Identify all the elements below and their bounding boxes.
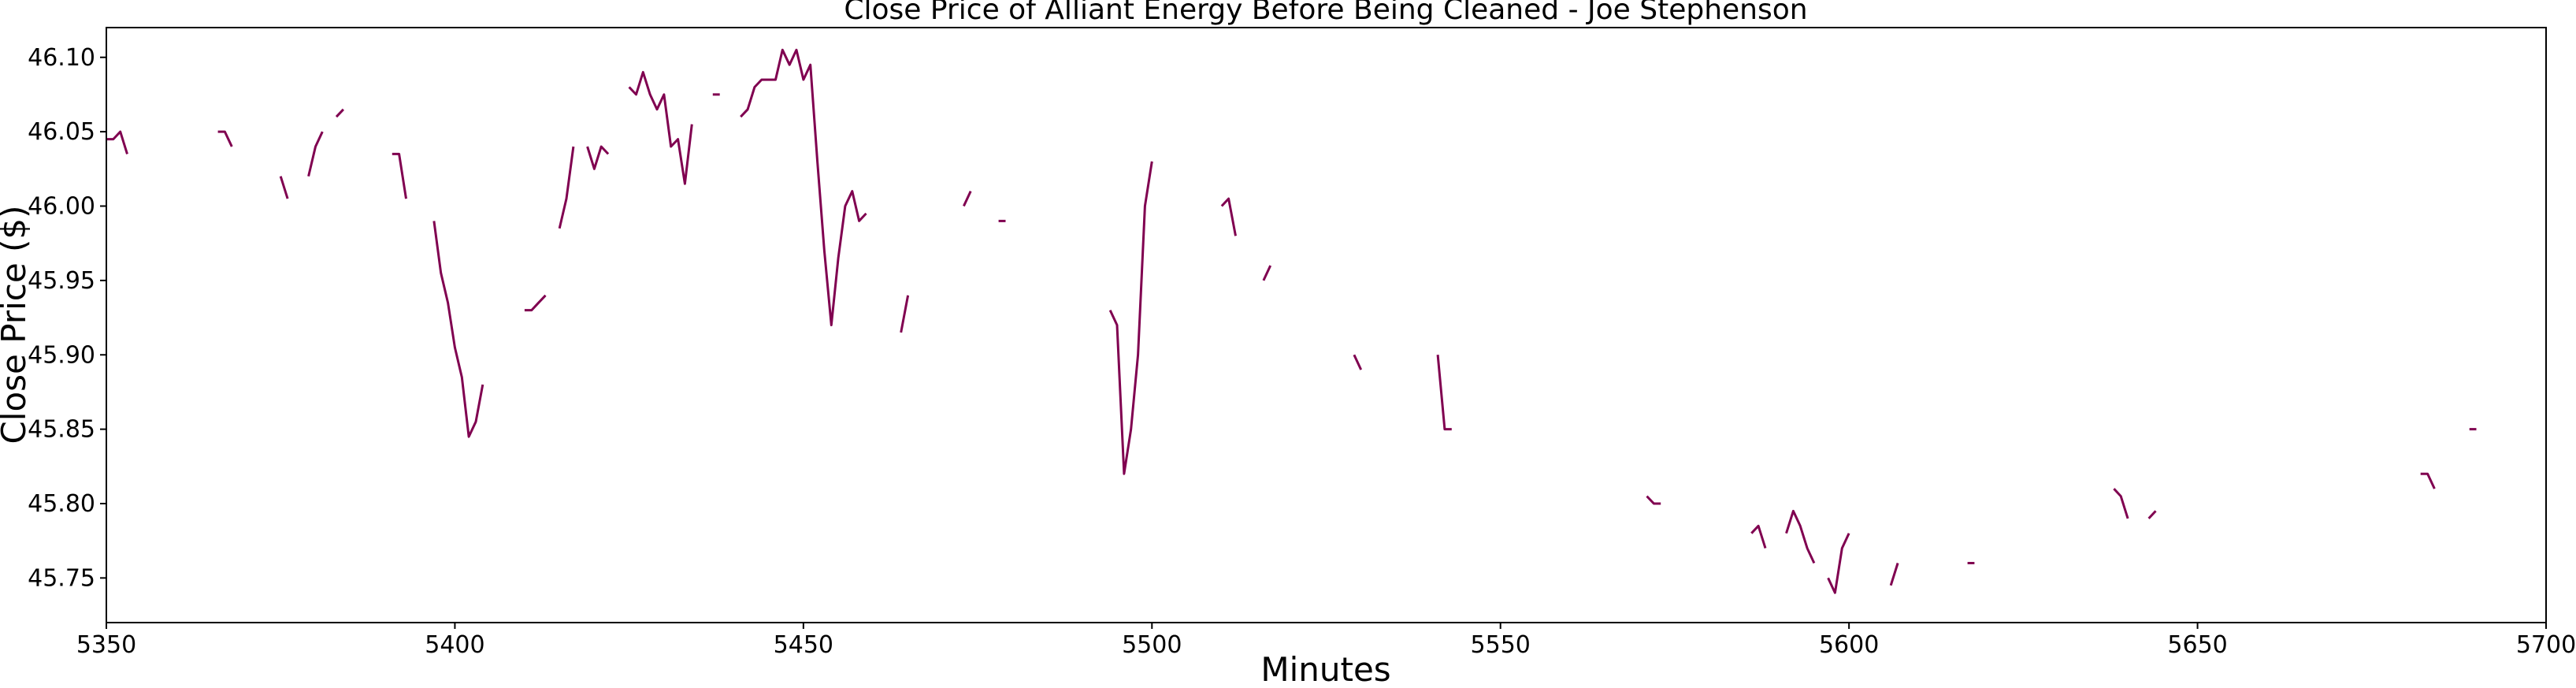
y-tick-label: 46.10	[28, 44, 95, 72]
price-line-segment	[217, 130, 233, 147]
y-tick-label: 46.05	[28, 118, 95, 146]
price-line-segment	[2113, 488, 2129, 519]
price-line-segment	[1646, 495, 1661, 505]
x-axis: 5350 5400 5450 5500 5550 5600 5650 5700	[76, 623, 2576, 659]
price-line-segment	[1750, 524, 1767, 549]
price-line-segment	[1785, 509, 1816, 564]
price-line-segment	[1108, 161, 1153, 475]
x-tick-label: 5650	[2167, 631, 2227, 659]
x-tick-label: 5550	[1471, 631, 1531, 659]
price-line-segment	[963, 190, 972, 207]
plot-frame	[106, 27, 2547, 623]
y-tick-label: 45.95	[28, 267, 95, 295]
price-line-segment	[307, 131, 324, 177]
x-tick-label: 5700	[2516, 631, 2576, 659]
price-line-segment	[106, 130, 128, 154]
x-tick-label: 5450	[774, 631, 833, 659]
price-line-segment	[1262, 265, 1272, 281]
price-line-segment	[1353, 354, 1363, 370]
chart-title: Close Price of Alliant Energy Before Bei…	[844, 0, 1807, 26]
y-tick-label: 45.90	[28, 341, 95, 369]
price-line-segment	[586, 145, 610, 170]
y-tick-label: 45.80	[28, 490, 95, 518]
y-tick-label: 45.75	[28, 564, 95, 592]
price-line-segment	[2420, 472, 2436, 489]
x-tick-label: 5400	[425, 631, 484, 659]
series-layer	[106, 48, 2477, 594]
price-line-segment	[1889, 563, 1899, 586]
price-line-segment	[392, 152, 407, 199]
price-line-segment	[432, 221, 484, 438]
price-line-segment	[279, 176, 289, 199]
price-line-segment	[1827, 533, 1850, 594]
y-axis: 45.75 45.80 45.85 45.90 45.95 46.00 46.05 46.10	[28, 44, 106, 592]
price-line-segment	[524, 294, 547, 312]
price-line-segment	[1436, 355, 1452, 431]
x-tick-label: 5600	[1819, 631, 1879, 659]
price-line-segment	[900, 295, 910, 333]
y-axis-label: Close Price ($)	[0, 205, 33, 444]
price-line-segment	[740, 48, 867, 326]
y-tick-label: 45.85	[28, 416, 95, 444]
x-tick-label: 5350	[76, 631, 136, 659]
x-tick-label: 5500	[1122, 631, 1182, 659]
price-line-segment	[335, 108, 344, 118]
price-line-segment	[628, 71, 693, 185]
y-tick-label: 46.00	[28, 193, 95, 221]
price-line-segment	[2147, 510, 2157, 519]
price-line-segment	[558, 146, 575, 229]
price-line-segment	[1220, 197, 1237, 236]
x-axis-label: Minutes	[1260, 650, 1390, 688]
